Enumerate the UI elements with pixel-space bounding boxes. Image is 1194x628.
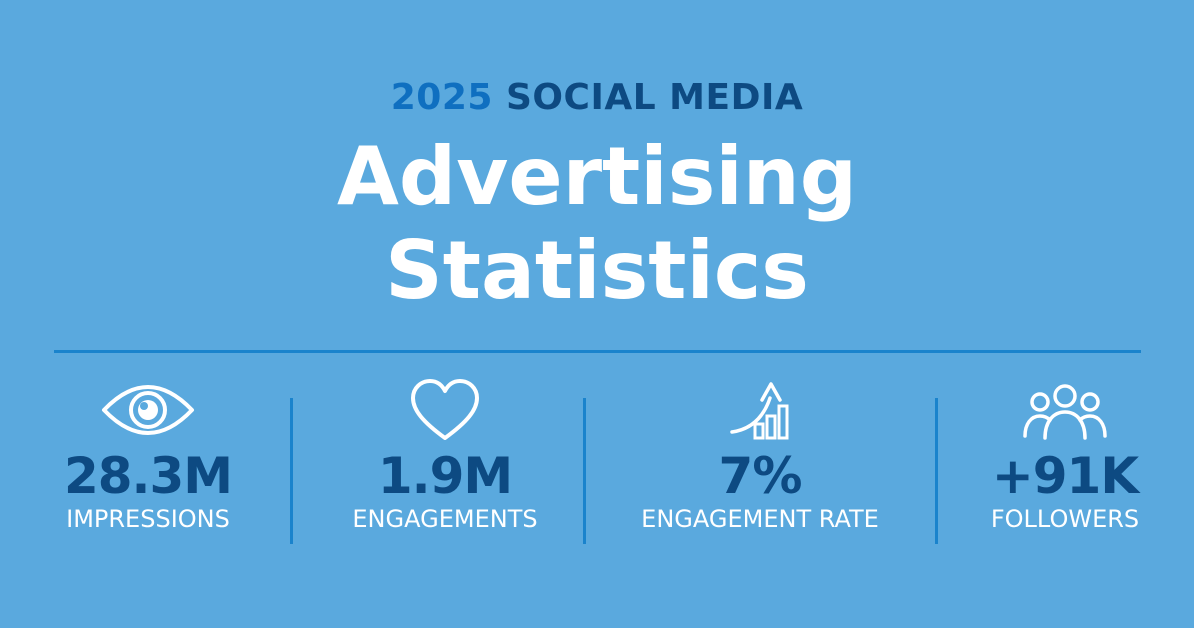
people-group-icon xyxy=(1023,384,1107,440)
stat-impressions: 28.3M IMPRESSIONS xyxy=(40,370,256,534)
horizontal-divider xyxy=(54,350,1141,353)
title-line-2: Statistics xyxy=(385,224,809,317)
stat-value: 1.9M xyxy=(377,447,513,505)
eye-icon xyxy=(102,385,194,435)
stat-followers: +91K FOLLOWERS xyxy=(960,370,1170,534)
stat-value: +91K xyxy=(991,447,1139,505)
stat-engagement-rate: 7% ENGAGEMENT RATE xyxy=(615,370,905,534)
header: 2025 SOCIAL MEDIA Advertising Statistics xyxy=(0,78,1194,318)
title-line-1: Advertising xyxy=(337,130,857,223)
growth-chart-icon xyxy=(730,382,789,440)
stat-value: 28.3M xyxy=(63,447,233,505)
stat-label: IMPRESSIONS xyxy=(66,505,230,533)
stat-label: ENGAGEMENTS xyxy=(352,505,538,533)
stat-label: FOLLOWERS xyxy=(990,505,1140,533)
stat-engagements: 1.9M ENGAGEMENTS xyxy=(330,370,560,534)
heart-icon xyxy=(411,379,479,440)
subtitle-text: SOCIAL MEDIA xyxy=(506,77,804,118)
subtitle-year: 2025 xyxy=(390,77,493,118)
vertical-divider xyxy=(290,398,293,544)
stat-label: ENGAGEMENT RATE xyxy=(641,505,879,533)
subtitle: 2025 SOCIAL MEDIA xyxy=(0,78,1194,118)
vertical-divider xyxy=(935,398,938,544)
stats-row: 28.3M IMPRESSIONS 1.9M ENGAGEMENTS 7% EN… xyxy=(0,370,1194,560)
stat-value: 7% xyxy=(718,447,803,505)
page-title: Advertising Statistics xyxy=(0,130,1194,318)
vertical-divider xyxy=(583,398,586,544)
